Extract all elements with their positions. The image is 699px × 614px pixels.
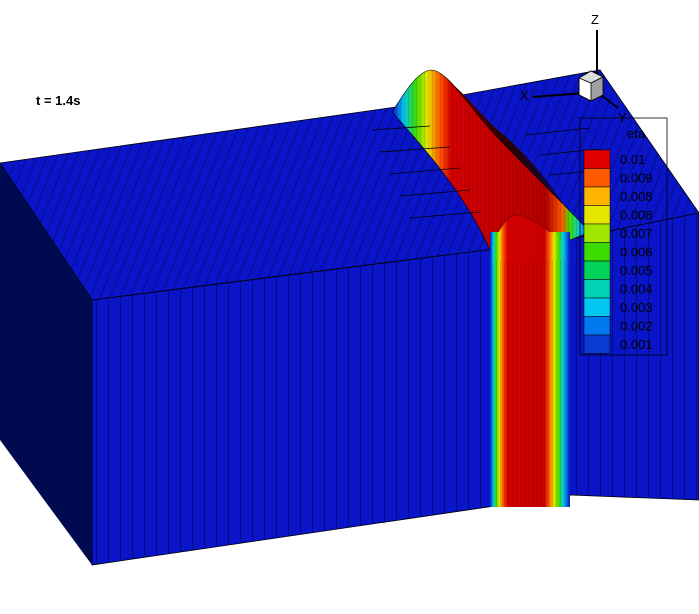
legend-swatch xyxy=(583,279,611,299)
legend-swatch xyxy=(583,316,611,336)
legend-label: 0.007 xyxy=(620,226,653,241)
legend-label: 0.01 xyxy=(620,152,645,167)
legend-label: 0.005 xyxy=(620,263,653,278)
axis-y-label: Y xyxy=(618,110,627,125)
legend-label: 0.001 xyxy=(620,337,653,352)
legend-swatch xyxy=(583,242,611,262)
color-legend: eta 0.01 0.009 0.008 0.008 0.007 0.006 0.005 0.… xyxy=(579,117,668,356)
legend-label: 0.002 xyxy=(620,319,653,334)
legend-frame xyxy=(579,117,668,356)
axis-triad: Z X Y xyxy=(520,12,627,125)
legend-swatch xyxy=(583,334,611,354)
legend-label: 0.003 xyxy=(620,300,653,315)
axis-x-label: X xyxy=(520,88,529,103)
legend-swatch xyxy=(583,149,611,169)
tank-left-face xyxy=(0,163,92,565)
legend-label: 0.006 xyxy=(620,245,653,260)
wave-crest-gridlines xyxy=(392,70,590,250)
legend-label: 0.004 xyxy=(620,282,653,297)
axis-z-label: Z xyxy=(591,12,599,27)
legend-swatch xyxy=(583,168,611,188)
legend-swatch xyxy=(583,186,611,206)
legend-title: eta xyxy=(627,126,646,141)
wave-band-gridlines xyxy=(490,232,570,507)
legend-label: 0.008 xyxy=(620,208,653,223)
legend-swatch xyxy=(583,297,611,317)
wave-band-top xyxy=(490,215,570,260)
legend-swatch xyxy=(583,260,611,280)
time-label: t = 1.4s xyxy=(36,93,80,108)
legend-swatch xyxy=(583,205,611,225)
legend-swatch xyxy=(583,223,611,243)
legend-label: 0.008 xyxy=(620,189,653,204)
legend-label: 0.009 xyxy=(620,171,653,186)
